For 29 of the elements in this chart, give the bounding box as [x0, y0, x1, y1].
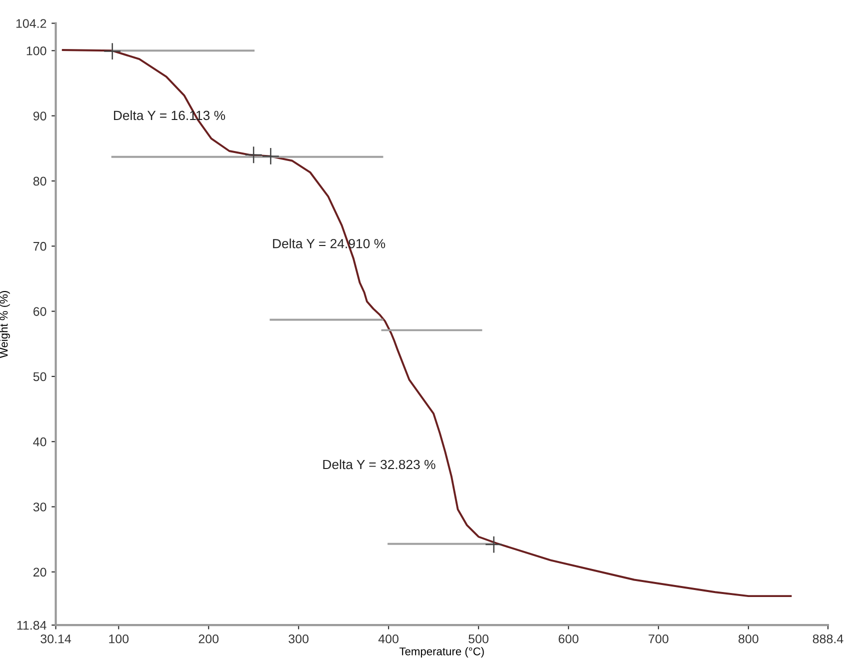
- y-tick-label: 70: [33, 242, 46, 251]
- x-tick-label: 200: [198, 634, 219, 644]
- x-tick-label: 800: [738, 634, 758, 644]
- line-series: [62, 49, 792, 598]
- y-tick-label: 30: [33, 502, 46, 512]
- point: [484, 536, 503, 554]
- x-tick-label: 100: [109, 634, 129, 644]
- annotation: Delta Y = 32.823 %: [323, 459, 436, 470]
- y-tick-label: 50: [33, 372, 46, 382]
- y-tick-label: 100: [26, 46, 46, 56]
- y-tick-label: 104.2: [16, 19, 46, 28]
- x-tick-label: 700: [648, 634, 668, 644]
- x-tick-label: 500: [468, 634, 488, 644]
- x-tick-label: 888.4: [812, 634, 844, 644]
- point: [244, 146, 262, 164]
- point: [103, 42, 122, 60]
- x-axis-title: Temperature (°C): [399, 647, 484, 658]
- x-tick-label: 30.14: [40, 634, 72, 644]
- y-tick-label: 60: [33, 307, 46, 316]
- x-tick-label: 300: [288, 634, 309, 644]
- y-tick-label: 90: [33, 112, 46, 120]
- x-tick-label: 400: [378, 634, 398, 644]
- y-tick-label: 40: [33, 437, 46, 446]
- y-tick-label: 80: [33, 176, 46, 186]
- y-tick-label: 11.84: [17, 620, 46, 630]
- x-tick-label: 600: [558, 634, 578, 644]
- point: [262, 147, 280, 166]
- y-tick-label: 20: [33, 568, 46, 577]
- y-axis-title: Weight % (%): [0, 291, 10, 358]
